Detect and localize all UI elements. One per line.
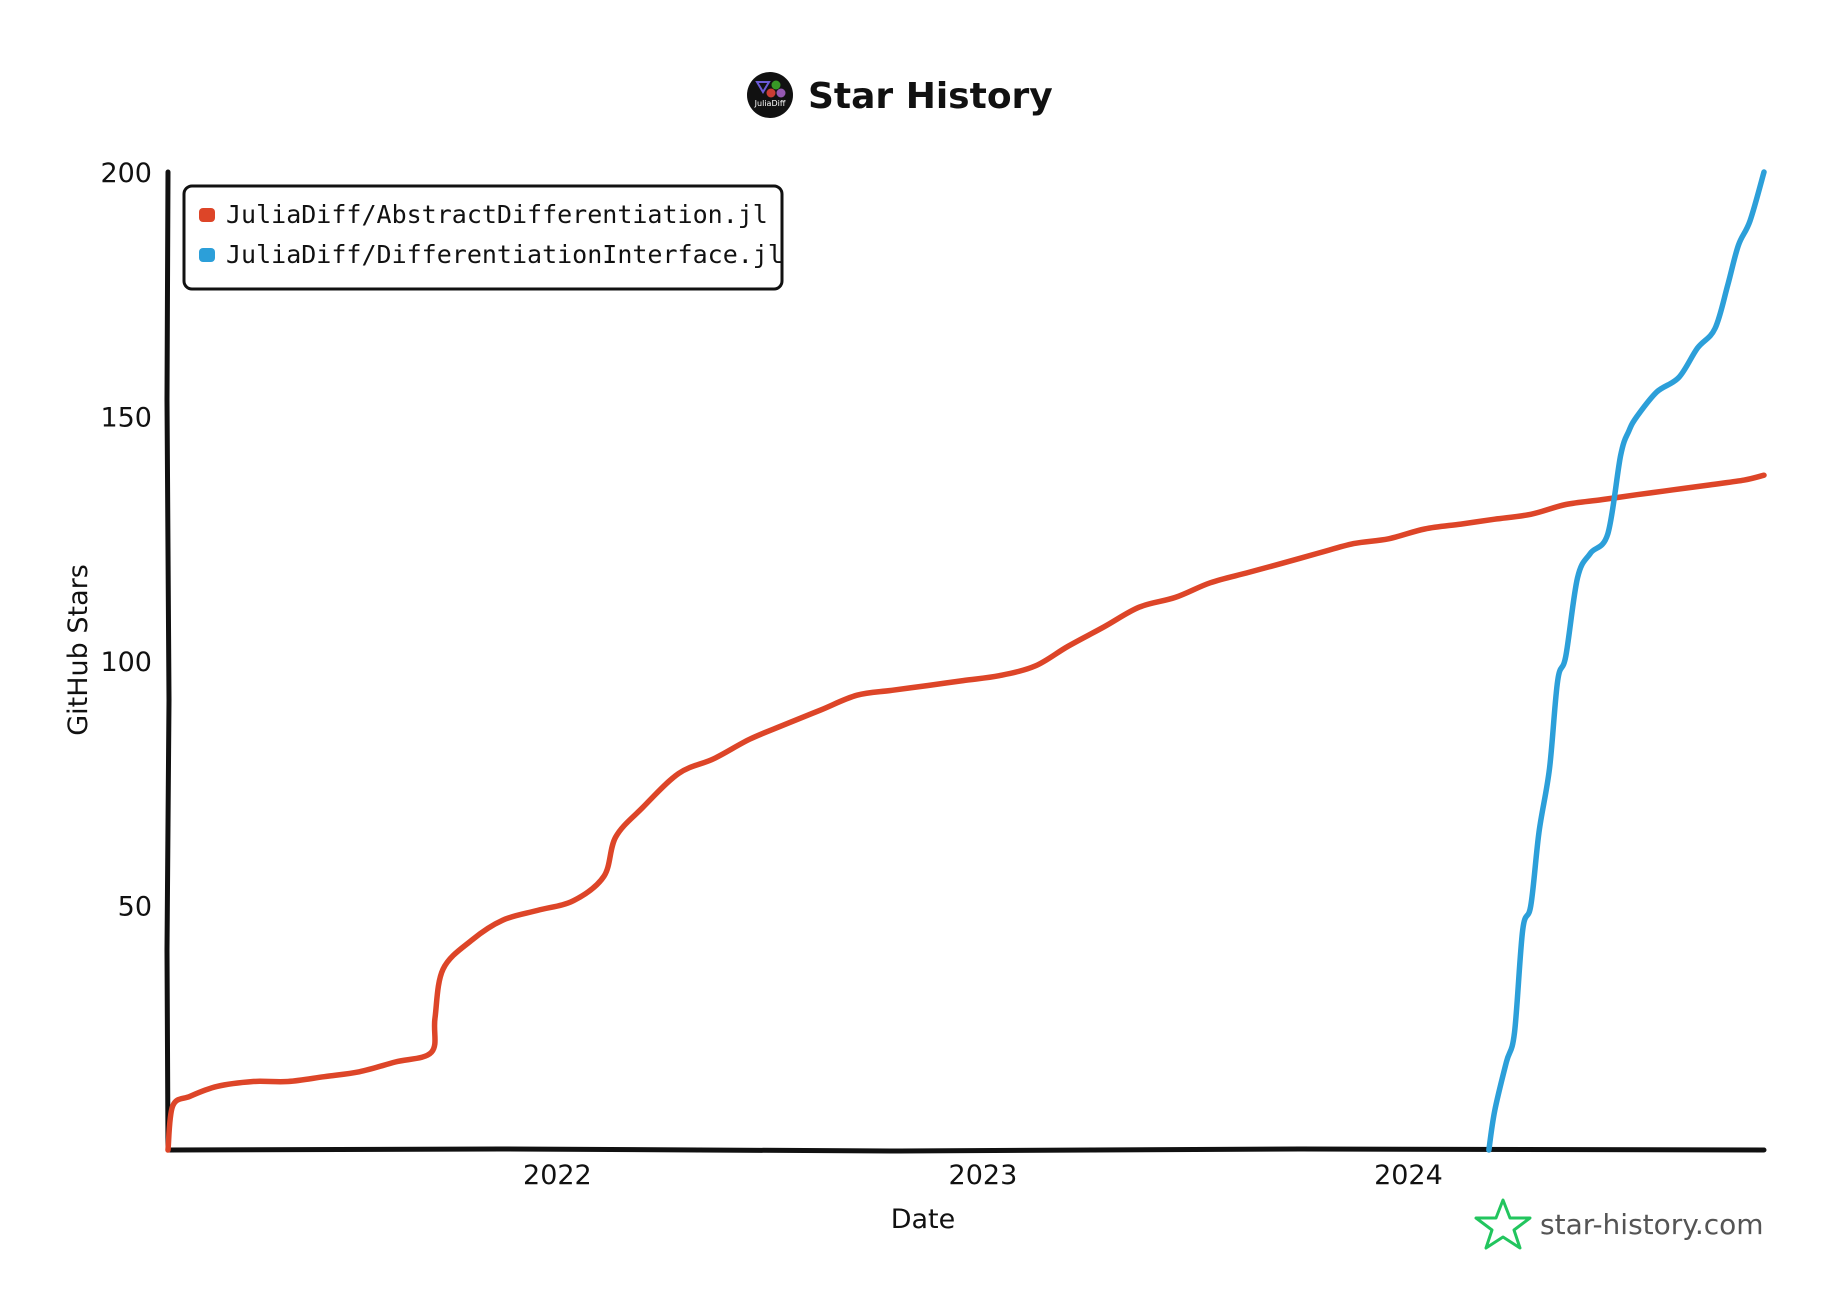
axes [164,169,1767,1154]
chart-title: Star History [808,76,1053,117]
legend-entry: JuliaDiff/AbstractDifferentiation.jl [226,200,768,229]
series-line [165,472,1767,1153]
x-tick-label: 2024 [1374,1160,1443,1191]
juliadiff-logo-icon: JuliaDiff [747,72,793,118]
x-tick-label: 2023 [949,1160,1018,1191]
series-lines [165,169,1767,1153]
x-tick-labels: 2022 2023 2024 [523,1160,1443,1191]
y-tick-labels: 50 100 150 200 [100,158,152,923]
legend-swatch [199,248,215,262]
watermark-text: star-history.com [1540,1208,1764,1241]
logo-label: JuliaDiff [754,99,786,108]
legend-entry: JuliaDiff/DifferentiationInterface.jl [226,240,783,269]
y-axis-line [164,169,172,1153]
x-tick-label: 2022 [523,1160,592,1191]
series-line [1486,169,1767,1153]
y-tick-label: 100 [100,647,152,678]
x-axis-label: Date [891,1204,956,1235]
legend-box [182,184,784,291]
x-axis-line [165,1146,1767,1154]
chart-header: JuliaDiff Star History [747,72,1053,118]
legend-swatch [199,208,215,222]
watermark: star-history.com [1474,1198,1764,1250]
star-icon [1474,1198,1532,1250]
legend: JuliaDiff/AbstractDifferentiation.jl Juli… [182,184,784,291]
y-tick-label: 50 [118,892,152,923]
y-tick-label: 200 [100,158,152,189]
y-axis-label: GitHub Stars [63,564,94,736]
y-tick-label: 150 [100,403,152,434]
